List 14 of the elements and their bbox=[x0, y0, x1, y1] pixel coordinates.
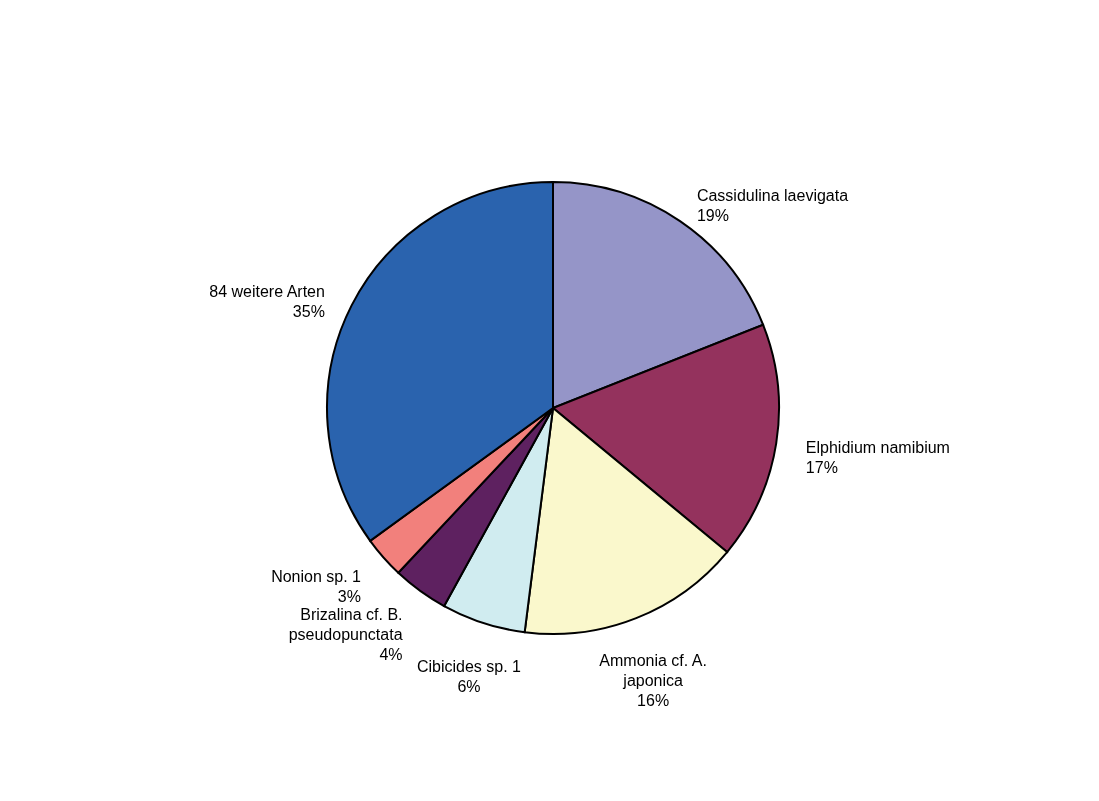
slice-label: Ammonia cf. A. japonica bbox=[599, 651, 707, 689]
slice-label: Cassidulina laevigata bbox=[696, 187, 849, 205]
data-label: 17% bbox=[805, 459, 838, 477]
slice-label: 84 weitere Arten bbox=[209, 282, 325, 300]
slice-label: Elphidium namibium bbox=[805, 439, 950, 457]
slice-label: Brizalina cf. B. pseudopunctata bbox=[288, 606, 403, 644]
data-label: 35% bbox=[292, 302, 325, 320]
data-label: 3% bbox=[337, 588, 361, 606]
slice-label: Nonion sp. 1 bbox=[271, 568, 362, 586]
data-label: 4% bbox=[379, 646, 403, 664]
slice-label: Cibicides sp. 1 bbox=[416, 657, 522, 675]
data-label: 6% bbox=[457, 677, 481, 695]
data-label: 19% bbox=[696, 207, 729, 225]
data-label: 16% bbox=[637, 691, 670, 709]
